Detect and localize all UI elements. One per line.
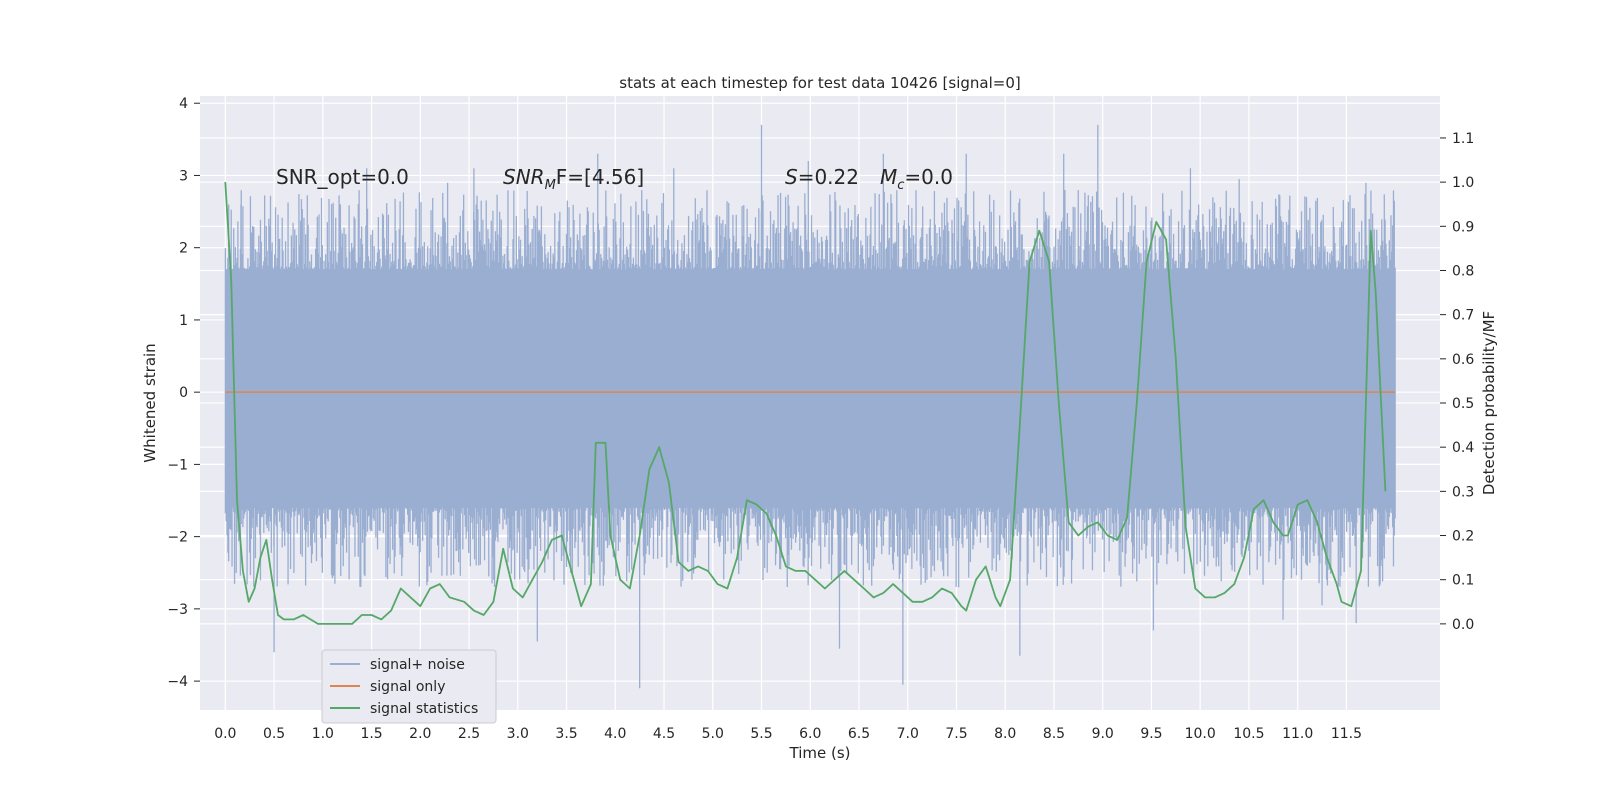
annotation-s: S=0.22 xyxy=(785,165,859,189)
x-tick-label: 0.5 xyxy=(263,726,285,742)
annotation-snr-opt: SNR_opt=0.0 xyxy=(276,165,409,189)
y-right-tick-label: 0.9 xyxy=(1452,219,1474,235)
y-tick-label: 1 xyxy=(179,313,188,329)
x-tick-label: 9.0 xyxy=(1092,726,1114,742)
x-tick-label: 5.0 xyxy=(702,726,724,742)
legend-box xyxy=(321,649,497,724)
y-axis-right-label: Detection probability/MF xyxy=(1480,311,1498,495)
x-tick-label: 8.5 xyxy=(1043,726,1065,742)
y-right-tick-label: 0.4 xyxy=(1452,440,1474,456)
x-tick-label: 11.5 xyxy=(1331,726,1362,742)
x-tick-label: 1.0 xyxy=(312,726,334,742)
chart-title: stats at each timestep for test data 104… xyxy=(619,74,1020,92)
y-axis-ticks: 4 3 2 1 0 −1 −2 −3 −4 xyxy=(167,96,200,690)
legend: signal+ noise signal only signal statist… xyxy=(321,649,497,724)
y-right-tick-label: 0.6 xyxy=(1452,352,1474,368)
y-tick-label: 3 xyxy=(179,168,188,184)
x-axis-label: Time (s) xyxy=(789,744,851,762)
x-tick-label: 6.5 xyxy=(848,726,870,742)
y-axis-right-ticks: 1.1 1.0 0.9 0.8 0.7 0.6 0.5 0.4 0.3 0.2 0.1 0.0 xyxy=(1440,131,1474,633)
y-right-tick-label: 0.8 xyxy=(1452,263,1474,279)
x-tick-label: 8.0 xyxy=(994,726,1016,742)
signal-statistics-series xyxy=(224,182,1387,625)
y-right-tick-label: 0.5 xyxy=(1452,396,1474,412)
x-tick-label: 4.5 xyxy=(653,726,675,742)
y-tick-label: −2 xyxy=(167,530,188,546)
x-tick-label: 10.5 xyxy=(1233,726,1264,742)
legend-label-signal-statistics: signal statistics xyxy=(370,701,478,717)
x-tick-label: 3.5 xyxy=(555,726,577,742)
y-tick-label: 2 xyxy=(179,241,188,257)
y-tick-label: 0 xyxy=(179,385,188,401)
y-tick-label: −1 xyxy=(167,457,188,473)
y-tick-label: −3 xyxy=(167,602,188,618)
annotation-mc: Mc=0.0 xyxy=(880,165,953,193)
x-tick-label: 4.0 xyxy=(604,726,626,742)
x-tick-label: 0.0 xyxy=(214,726,236,742)
y-right-tick-label: 0.1 xyxy=(1452,573,1474,589)
y-axis-label: Whitened strain xyxy=(141,343,159,462)
y-right-tick-label: 0.0 xyxy=(1452,617,1474,633)
y-tick-label: 4 xyxy=(179,96,188,112)
annotation-snr-mf: SNRMF=[4.56] xyxy=(503,165,644,193)
x-tick-label: 3.0 xyxy=(507,726,529,742)
x-tick-label: 10.0 xyxy=(1185,726,1216,742)
x-tick-label: 2.0 xyxy=(409,726,431,742)
x-tick-label: 2.5 xyxy=(458,726,480,742)
y-right-tick-label: 0.2 xyxy=(1452,529,1474,545)
x-tick-label: 1.5 xyxy=(360,726,382,742)
x-tick-label: 11.0 xyxy=(1282,726,1313,742)
x-axis-ticks: 0.0 0.5 1.0 1.5 2.0 2.5 3.0 3.5 4.0 4.5 5.0 5.5 6.0 6… xyxy=(214,726,1362,742)
x-tick-label: 7.5 xyxy=(945,726,967,742)
y-right-tick-label: 1.1 xyxy=(1452,131,1474,147)
y-right-tick-label: 1.0 xyxy=(1452,175,1474,191)
y-tick-label: −4 xyxy=(167,674,188,690)
x-tick-label: 7.0 xyxy=(897,726,919,742)
y-right-tick-label: 0.7 xyxy=(1452,308,1474,324)
legend-label-signal-only: signal only xyxy=(370,679,445,695)
signal-statistics-line xyxy=(224,182,1387,625)
signal-noise-series xyxy=(224,124,1396,689)
x-tick-label: 5.5 xyxy=(750,726,772,742)
legend-label-signal-noise: signal+ noise xyxy=(370,657,465,673)
x-tick-label: 9.5 xyxy=(1140,726,1162,742)
y-right-tick-label: 0.3 xyxy=(1452,484,1474,500)
x-tick-label: 6.0 xyxy=(799,726,821,742)
annotations: SNR_opt=0.0 SNRMF=[4.56] S=0.22 Mc=0.0 xyxy=(276,165,953,193)
